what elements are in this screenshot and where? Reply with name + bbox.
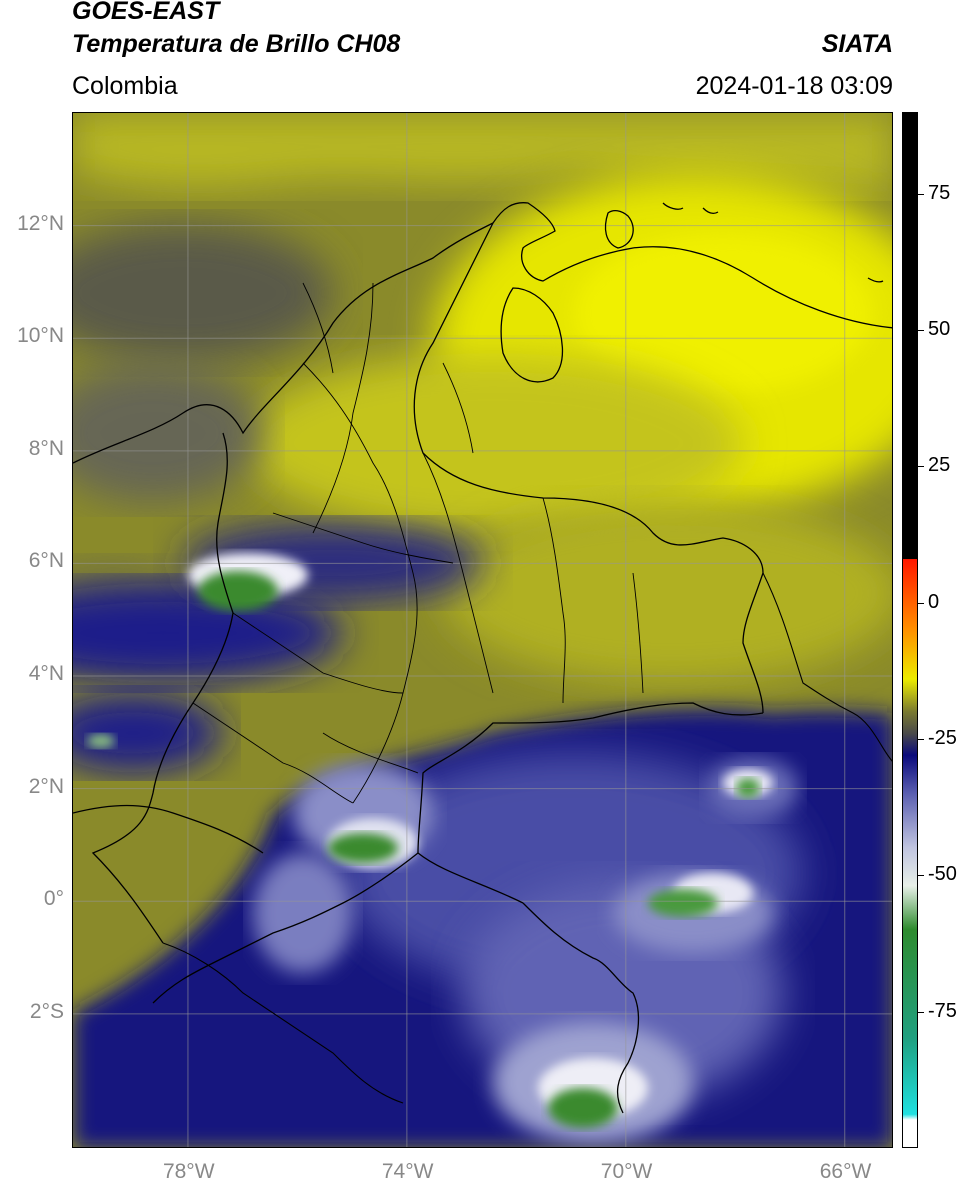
colorbar-tick-label: 50 — [928, 318, 951, 341]
colorbar-tick-label: -75 — [928, 999, 957, 1022]
colorbar-tick-mark — [918, 466, 924, 468]
colorbar-tick-label: 0 — [928, 590, 940, 613]
colorbar-tick-label: -50 — [928, 863, 957, 886]
lat-tick-label: 2°N — [28, 774, 64, 798]
brightness-field — [73, 113, 892, 1147]
colorbar-tick-mark — [918, 739, 924, 741]
map-canvas — [73, 113, 892, 1147]
lat-tick-label: 10°N — [17, 324, 64, 348]
datetime-label: 2024-01-18 03:09 — [695, 72, 893, 100]
region-label: Colombia — [72, 72, 178, 100]
lon-tick-label: 74°W — [381, 1160, 434, 1183]
colorbar-tick-label: 75 — [928, 181, 951, 204]
colorbar-tick-mark — [918, 330, 924, 332]
satellite-map — [72, 112, 893, 1148]
colorbar — [902, 112, 918, 1148]
colorbar-tick-label: -25 — [928, 727, 957, 750]
satellite-title: GOES-EAST — [72, 0, 220, 25]
colorbar-tick-mark — [918, 602, 924, 604]
lat-tick-label: 8°N — [28, 436, 64, 460]
colorbar-tick-label: 25 — [928, 454, 951, 477]
lon-tick-label: 78°W — [162, 1160, 215, 1183]
lat-tick-label: 6°N — [28, 549, 64, 573]
lat-tick-label: 0° — [43, 887, 64, 911]
lat-tick-label: 12°N — [17, 211, 64, 235]
lon-tick-label: 66°W — [819, 1160, 872, 1183]
colorbar-tick-mark — [918, 875, 924, 877]
gridlines — [73, 113, 892, 1147]
colorbar-tick-mark — [918, 1011, 924, 1013]
lat-tick-label: 4°N — [28, 662, 64, 686]
coastlines-and-borders — [73, 202, 892, 1114]
agency-label: SIATA — [821, 30, 893, 58]
colorbar-tick-mark — [918, 193, 924, 195]
lon-tick-label: 70°W — [600, 1160, 653, 1183]
product-title: Temperatura de Brillo CH08 — [72, 30, 401, 58]
lat-tick-label: 2°S — [29, 999, 64, 1023]
